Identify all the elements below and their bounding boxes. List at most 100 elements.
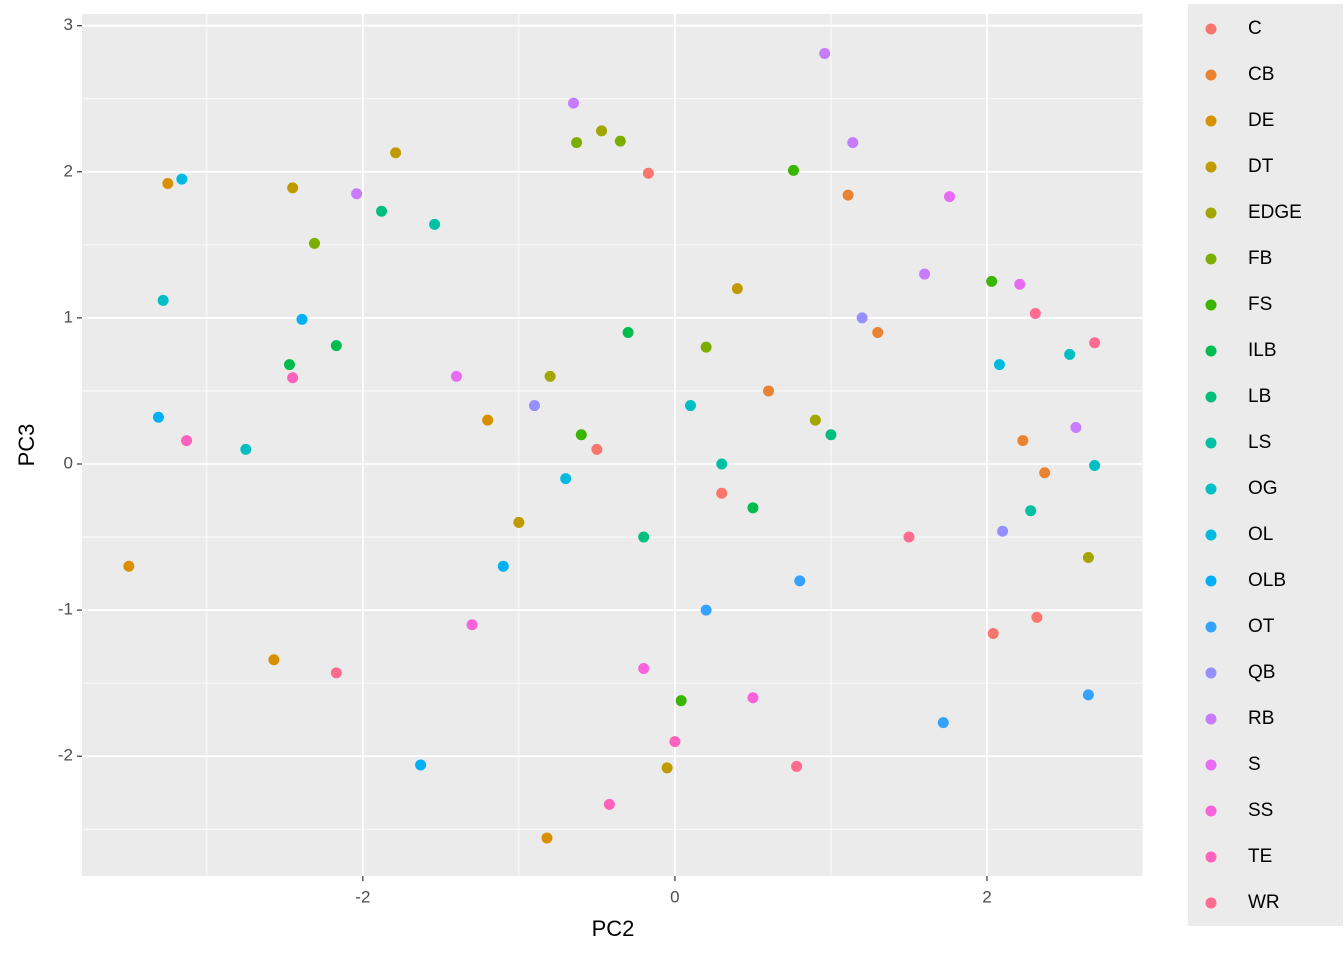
legend-marker [1205,253,1217,265]
x-tick-label: -2 [355,887,370,906]
point [1082,689,1094,701]
point [544,370,556,382]
point [997,525,1009,537]
legend-marker [1205,161,1217,173]
legend-marker [1205,529,1217,541]
point [856,312,868,324]
point [596,125,608,137]
point [308,237,320,249]
legend-label: SS [1248,800,1273,821]
x-tick-label: 0 [670,887,679,906]
point [747,502,759,514]
point [1025,505,1037,517]
point [591,443,603,455]
point [1082,551,1094,563]
legend-label: FB [1248,248,1272,269]
point [497,560,509,572]
legend-label: WR [1248,892,1280,913]
point [390,147,402,159]
point [700,341,712,353]
point [482,414,494,426]
legend-marker [1205,713,1217,725]
point [466,619,478,631]
y-tick-label: 2 [64,161,73,180]
point [842,189,854,201]
point [1064,348,1076,360]
point [716,487,728,499]
legend-label: EDGE [1248,202,1302,223]
point [1039,467,1051,479]
legend-marker [1205,115,1217,127]
point [450,370,462,382]
point [162,177,174,189]
point [716,458,728,470]
point [747,692,759,704]
point [123,560,135,572]
y-tick-label: 0 [64,453,73,472]
point [1014,278,1026,290]
point [944,191,956,203]
point [513,516,525,528]
legend-marker [1205,483,1217,495]
legend-label: OLB [1248,570,1286,591]
legend-label: TE [1248,846,1272,867]
point [1089,459,1101,471]
legend-marker [1205,345,1217,357]
legend-label: FS [1248,294,1272,315]
point [791,760,803,772]
point [787,164,799,176]
legend-marker [1205,299,1217,311]
point [638,663,650,675]
legend-label: OG [1248,478,1278,499]
point [240,443,252,455]
legend-label: OT [1248,616,1275,637]
point [351,188,363,200]
point [638,531,650,543]
point [614,135,626,147]
legend-label: LB [1248,386,1271,407]
legend-marker [1205,759,1217,771]
legend-label: CB [1248,64,1274,85]
point [330,340,342,352]
point [560,473,572,485]
point [675,695,687,707]
point [528,400,540,412]
y-axis-title: PC3 [14,424,39,467]
point [181,435,193,447]
point [176,173,188,185]
y-tick-label: -2 [58,746,73,765]
point [794,575,806,587]
legend-marker [1205,667,1217,679]
point [809,414,821,426]
plot-panel [82,14,1143,876]
legend-box [1188,4,1343,926]
point [152,411,164,423]
y-tick-label: 1 [64,307,73,326]
point [986,275,998,287]
point [296,313,308,325]
point [642,167,654,179]
point [1017,435,1029,447]
legend-label: LS [1248,432,1271,453]
point [622,327,634,339]
point [268,654,280,666]
point [1089,337,1101,349]
legend-label: S [1248,754,1261,775]
point [819,47,831,59]
point [825,429,837,441]
legend-label: RB [1248,708,1274,729]
point [415,759,427,771]
legend-marker [1205,851,1217,863]
point [993,359,1005,371]
legend-label: QB [1248,662,1275,683]
legend-marker [1205,897,1217,909]
legend-marker [1205,391,1217,403]
legend-marker [1205,621,1217,633]
legend-marker [1205,575,1217,587]
point [575,429,587,441]
point [571,137,583,149]
point [603,798,615,810]
point [541,832,553,844]
point [669,736,681,748]
